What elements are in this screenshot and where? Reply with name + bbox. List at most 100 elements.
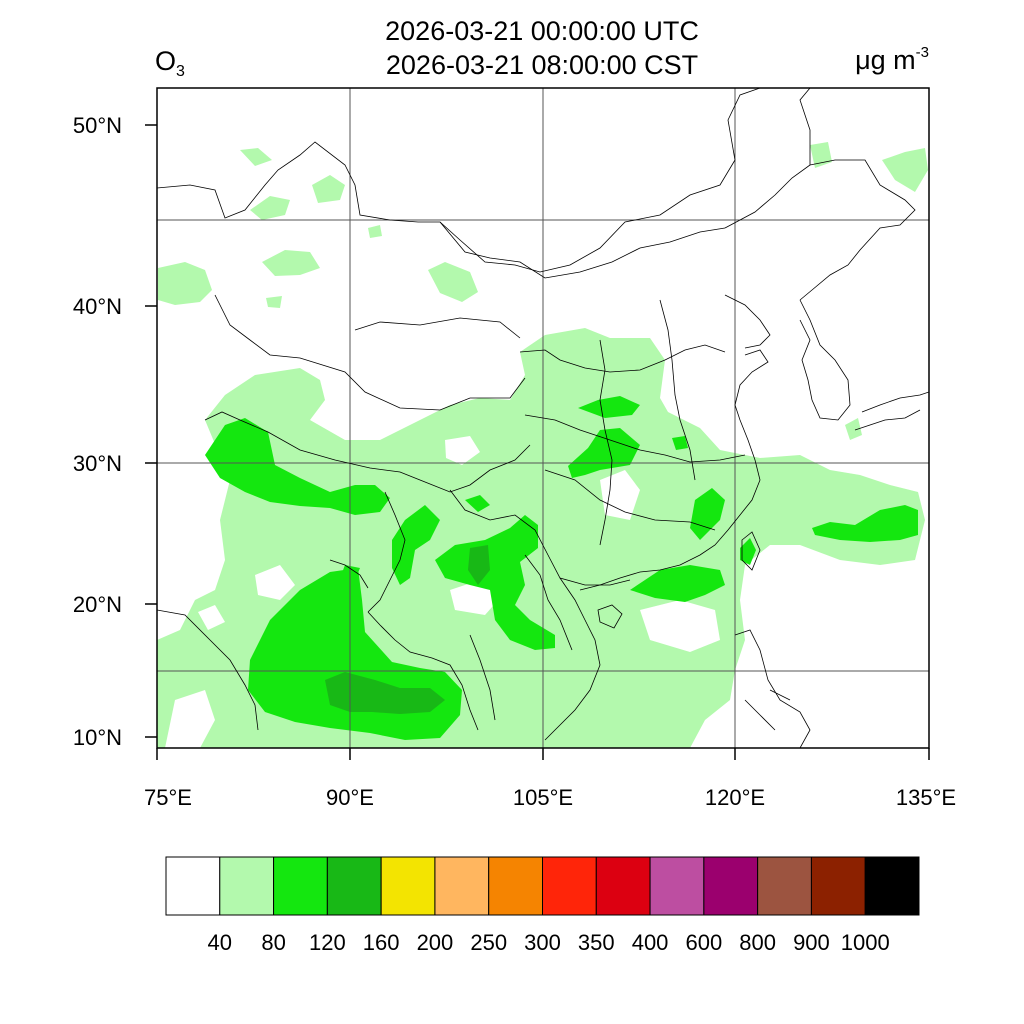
lat-label-30n: 30°N — [73, 451, 122, 476]
coast-philippines — [734, 629, 811, 748]
ozone-region-small1 — [368, 225, 382, 238]
ozone-region-west — [158, 262, 212, 305]
colorbar-level-label: 300 — [524, 930, 561, 955]
map-plot — [157, 88, 929, 748]
ozone-below-40-holes — [165, 436, 720, 748]
ozone-region-small2 — [266, 296, 282, 308]
colorbar-swatch — [703, 856, 759, 916]
boundary-yunnan — [449, 489, 631, 586]
map-title-utc: 2026-03-21 00:00:00 UTC — [385, 16, 699, 46]
boundary-inner-china-4 — [599, 339, 613, 546]
colorbar-swatch — [165, 856, 221, 916]
boundary-china-north — [724, 88, 811, 229]
coast-hainan — [597, 604, 623, 629]
ozone-region-himalaya — [205, 418, 390, 515]
ozone-region-taiwan — [740, 538, 756, 565]
hole-scs — [640, 600, 720, 652]
boundary-laos — [524, 554, 573, 651]
coast-korea — [799, 299, 851, 421]
ozone-region-nw1 — [262, 250, 320, 276]
tick-marks — [145, 124, 930, 760]
species-label: O3 — [155, 46, 185, 80]
colorbar-level-label: 800 — [739, 930, 776, 955]
colorbar-level-label: 80 — [261, 930, 285, 955]
colorbar-level-label: 400 — [632, 930, 669, 955]
colorbar-level-label: 1000 — [841, 930, 890, 955]
coast-china-east — [579, 349, 769, 591]
colorbar-swatch — [488, 856, 544, 916]
colorbar-swatch — [273, 856, 328, 916]
boundary-xinjiang-tibet — [214, 294, 526, 411]
colorbar-swatch — [649, 856, 705, 916]
lat-label-20n: 20°N — [73, 592, 122, 617]
ozone-region-hubei — [672, 436, 688, 450]
ozone-region-nw4 — [240, 148, 272, 166]
colorbar-swatch — [595, 856, 651, 916]
colorbar-level-label: 350 — [578, 930, 615, 955]
ozone-region-shaanxi — [578, 396, 640, 418]
colorbar-swatch — [757, 856, 812, 916]
coast-taiwan — [741, 531, 761, 571]
ozone-region-nw2 — [312, 175, 345, 203]
ozone-region-pacific — [812, 505, 918, 542]
colorbar-level-label: 40 — [208, 930, 232, 955]
colorbar-swatch — [864, 856, 920, 916]
ozone-region-myanmar — [392, 505, 440, 585]
lat-label-40n: 40°N — [73, 294, 122, 319]
colorbar-level-label: 900 — [793, 930, 830, 955]
ozone-region-east-china — [690, 488, 725, 540]
colorbar-level-label: 160 — [363, 930, 400, 955]
lon-label-120e: 120°E — [705, 785, 765, 810]
hole-sw — [198, 605, 225, 630]
lat-label-10n: 10°N — [73, 725, 122, 750]
boundary-inner-china-5 — [659, 299, 696, 481]
ozone-region-yunnan-core — [468, 545, 490, 585]
ozone-region-korea — [845, 418, 862, 440]
lat-tick-labels: 50°N 40°N 30°N 20°N 10°N — [73, 113, 122, 750]
colorbar-swatch — [434, 856, 490, 916]
lon-tick-labels: 75°E 90°E 105°E 120°E 135°E — [144, 785, 956, 810]
ozone-region-sichuan — [568, 428, 640, 478]
lon-label-135e: 135°E — [896, 785, 956, 810]
coast-indochina — [544, 577, 601, 741]
ozone-120-160-regions — [325, 545, 490, 714]
colorbar: 40 80 120 160 200 250 300 350 400 600 800 900 1000 — [165, 856, 920, 955]
boundary-india-myanmar — [367, 491, 406, 613]
lon-label-105e: 105°E — [513, 785, 573, 810]
ozone-region-ne2 — [882, 148, 928, 192]
ozone-region-nw3 — [250, 196, 290, 220]
map-boundaries — [157, 88, 929, 748]
boundary-tibet-qinghai — [354, 317, 521, 339]
hole-central-china — [600, 470, 640, 520]
boundary-himalaya — [204, 411, 531, 493]
boundary-manchuria — [799, 159, 916, 301]
colorbar-level-label: 120 — [309, 930, 346, 955]
lon-label-75e: 75°E — [144, 785, 192, 810]
hole-bay-south — [165, 690, 215, 748]
colorbar-swatch — [326, 856, 382, 916]
hole-india — [255, 565, 295, 600]
boundary-inner-china-2 — [524, 414, 746, 463]
lat-label-50n: 50°N — [73, 113, 122, 138]
colorbar-swatch — [219, 856, 275, 916]
ozone-region-yunnan — [435, 515, 555, 650]
coast-bangladesh — [329, 559, 369, 589]
colorbar-level-label: 250 — [470, 930, 507, 955]
colorbar-level-label: 200 — [417, 930, 454, 955]
colorbar-level-label: 600 — [685, 930, 722, 955]
colorbar-swatch — [542, 856, 597, 916]
map-title-cst: 2026-03-21 08:00:00 CST — [385, 50, 699, 80]
boundary-inner-china-1 — [519, 344, 726, 373]
ozone-region-yunnan-small — [465, 495, 490, 512]
boundary-inner-china-3 — [544, 469, 716, 531]
boundary-mongolia — [439, 221, 726, 279]
lon-label-90e: 90°E — [326, 785, 374, 810]
units-label: μg m-3 — [855, 44, 929, 75]
coast-bohai — [724, 294, 771, 349]
coast-japan — [854, 391, 929, 431]
coast-myanmar — [367, 611, 479, 731]
coast-india-east — [157, 609, 259, 731]
ozone-region-central — [428, 262, 478, 302]
colorbar-swatch — [810, 856, 866, 916]
